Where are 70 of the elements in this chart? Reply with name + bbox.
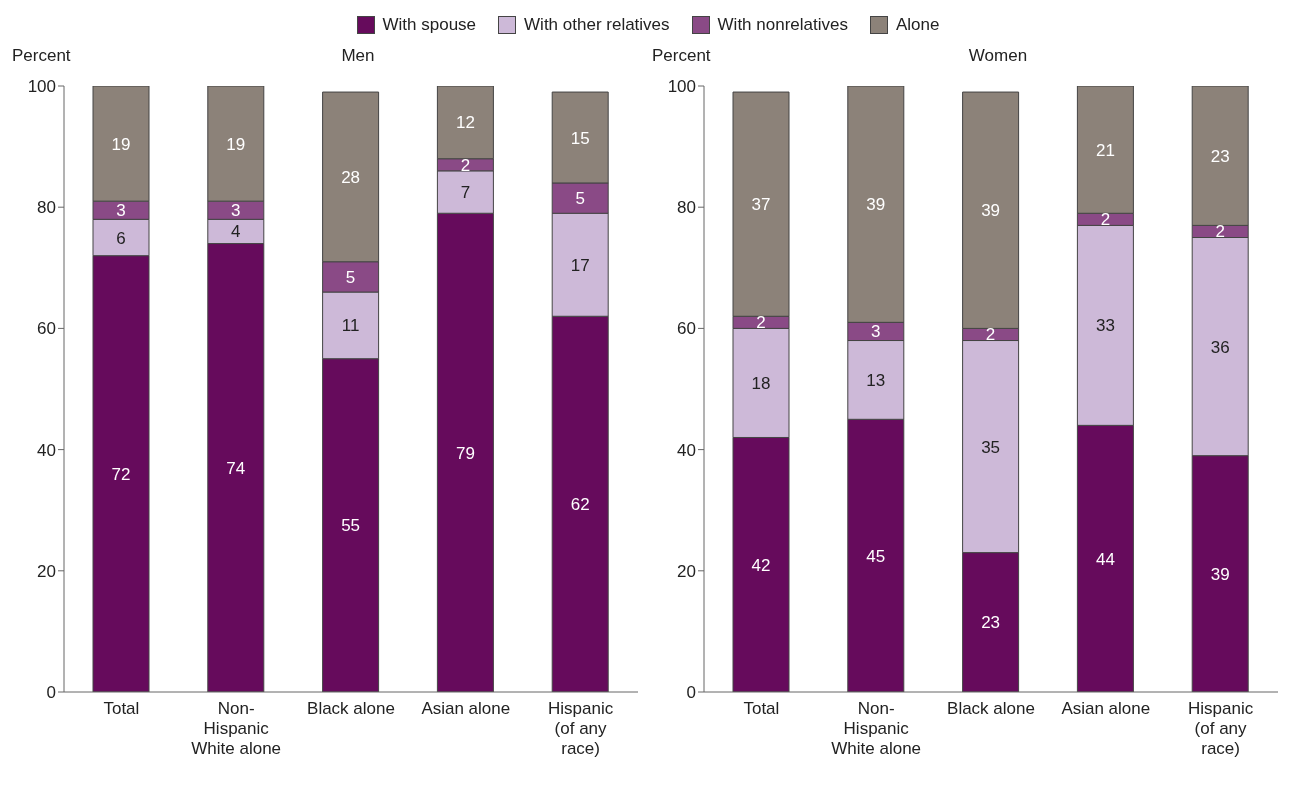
y-tick-label: 100 xyxy=(27,77,56,97)
data-label: 5 xyxy=(575,189,585,209)
data-label: 2 xyxy=(756,313,766,333)
data-label: 23 xyxy=(1210,146,1230,166)
y-tick-label: 0 xyxy=(46,683,56,703)
data-label: 55 xyxy=(341,516,361,536)
data-label: 2 xyxy=(1215,222,1225,242)
x-tick-label: Black alone xyxy=(307,699,395,718)
data-label: 45 xyxy=(866,546,886,566)
legend-label: Alone xyxy=(895,15,940,35)
data-label: 39 xyxy=(981,201,1001,221)
x-tick-label: Non-Hispanic White alone xyxy=(191,699,282,758)
y-tick-label: 20 xyxy=(37,561,56,581)
x-tick-label: Total xyxy=(103,699,140,718)
y-tick-label: 60 xyxy=(677,319,696,339)
data-label: 44 xyxy=(1095,549,1115,569)
x-tick-label: Black alone xyxy=(947,699,1035,718)
y-tick-label: 0 xyxy=(686,683,696,703)
x-tick-label: Hispanic (of any race) xyxy=(548,699,614,758)
data-label: 28 xyxy=(341,167,361,187)
data-label: 21 xyxy=(1095,140,1115,160)
data-label: 79 xyxy=(455,443,475,463)
x-tick-label: Non-Hispanic White alone xyxy=(831,699,922,758)
legend-label: With other relatives xyxy=(524,15,670,35)
y-tick-label: 40 xyxy=(677,440,696,460)
legend-label: With spouse xyxy=(382,15,477,35)
data-label: 74 xyxy=(226,458,246,478)
data-label: 3 xyxy=(231,201,241,221)
y-tick-label: 40 xyxy=(37,440,56,460)
data-label: 7 xyxy=(460,183,471,203)
data-label: 39 xyxy=(1210,564,1230,584)
y-tick-label: 20 xyxy=(677,561,696,581)
data-label: 12 xyxy=(455,113,475,133)
data-label: 5 xyxy=(345,267,356,287)
y-tick-label: 80 xyxy=(37,198,56,218)
data-label: 17 xyxy=(570,255,590,275)
data-label: 33 xyxy=(1095,316,1115,336)
data-label: 3 xyxy=(116,201,126,221)
data-label: 6 xyxy=(116,228,126,248)
data-label: 62 xyxy=(570,495,590,515)
data-label: 36 xyxy=(1210,337,1230,357)
data-label: 15 xyxy=(570,128,590,148)
data-label: 19 xyxy=(226,134,246,154)
x-tick-label: Total xyxy=(743,699,780,718)
data-label: 37 xyxy=(751,195,771,215)
data-label: 2 xyxy=(985,325,996,345)
y-tick-label: 100 xyxy=(667,77,696,97)
x-tick-label: Asian alone xyxy=(421,699,511,718)
data-label: 13 xyxy=(866,370,886,390)
data-label: 2 xyxy=(1100,210,1111,230)
data-label: 72 xyxy=(111,464,131,484)
data-label: 11 xyxy=(341,316,360,336)
x-tick-label: Asian alone xyxy=(1061,699,1151,718)
data-label: 23 xyxy=(981,613,1001,633)
data-label: 19 xyxy=(111,134,131,154)
x-tick-label: Hispanic (of any race) xyxy=(1188,699,1254,758)
data-label: 39 xyxy=(866,195,886,215)
chart-title: Men xyxy=(341,46,375,65)
data-label: 3 xyxy=(871,322,881,342)
y-tick-label: 80 xyxy=(677,198,696,218)
y-axis-title: Percent xyxy=(652,46,711,66)
chart-title: Women xyxy=(968,46,1028,65)
y-axis-title: Percent xyxy=(12,46,71,66)
data-label: 42 xyxy=(751,555,771,575)
data-label: 18 xyxy=(751,373,771,393)
data-label: 4 xyxy=(231,222,241,242)
data-label: 2 xyxy=(460,155,471,175)
y-tick-label: 60 xyxy=(37,319,56,339)
legend-label: With nonrelatives xyxy=(717,15,848,35)
data-label: 35 xyxy=(981,437,1001,457)
